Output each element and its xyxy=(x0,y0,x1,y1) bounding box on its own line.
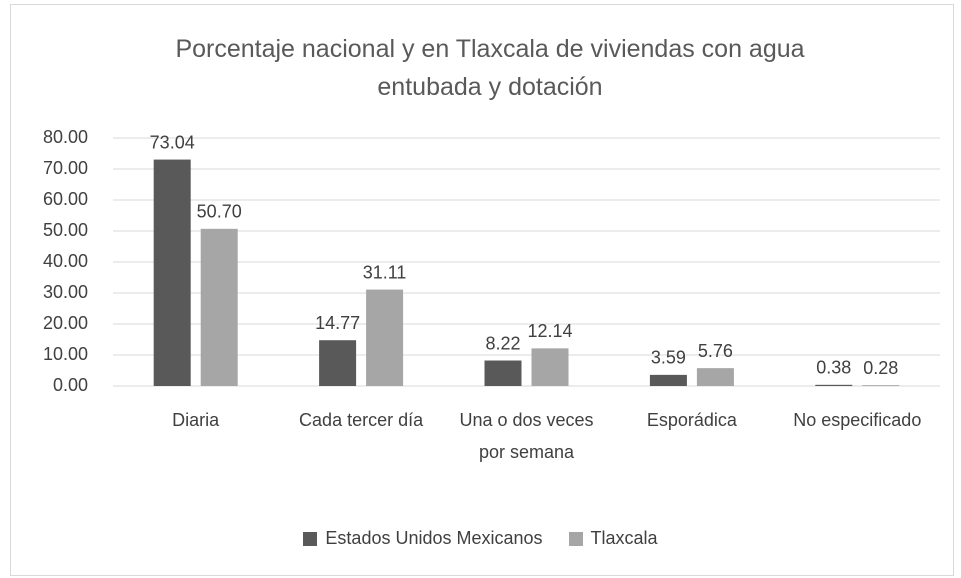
y-tick-label: 20.00 xyxy=(43,313,88,333)
data-label: 50.70 xyxy=(197,202,242,222)
bar xyxy=(200,228,238,386)
bar xyxy=(153,159,191,386)
bar xyxy=(815,384,853,386)
y-tick-label: 30.00 xyxy=(43,282,88,302)
data-label: 73.04 xyxy=(150,132,195,152)
x-tick-label: Esporádica xyxy=(646,410,737,430)
bar xyxy=(696,368,734,386)
legend: Estados Unidos Mexicanos Tlaxcala xyxy=(0,528,961,549)
bar xyxy=(649,374,687,386)
x-tick-label: Cada tercer día xyxy=(299,410,424,430)
legend-item: Tlaxcala xyxy=(568,528,658,549)
bar xyxy=(862,385,900,386)
y-tick-label: 60.00 xyxy=(43,189,88,209)
chart-frame xyxy=(10,4,954,576)
legend-swatch xyxy=(303,531,318,546)
legend-item: Estados Unidos Mexicanos xyxy=(303,528,543,549)
y-tick-label: 70.00 xyxy=(43,158,88,178)
data-label: 12.14 xyxy=(527,321,572,341)
legend-label: Tlaxcala xyxy=(590,528,658,548)
x-tick-label: No especificado xyxy=(793,410,922,430)
x-tick-label: Diaria xyxy=(172,410,220,430)
legend-swatch xyxy=(568,531,583,546)
data-label: 31.11 xyxy=(363,262,407,282)
y-tick-label: 50.00 xyxy=(43,220,88,240)
chart-title: Porcentaje nacional y en Tlaxcala de viv… xyxy=(175,35,805,101)
y-tick-label: 0.00 xyxy=(53,375,88,395)
bar xyxy=(366,289,404,386)
y-tick-label: 40.00 xyxy=(43,251,88,271)
y-tick-label: 10.00 xyxy=(43,344,88,364)
bar xyxy=(484,360,522,386)
legend-label: Estados Unidos Mexicanos xyxy=(325,528,543,548)
bar xyxy=(319,340,357,386)
y-tick-label: 80.00 xyxy=(43,127,88,147)
bar xyxy=(531,348,569,386)
data-label: 0.28 xyxy=(863,358,898,378)
data-label: 0.38 xyxy=(816,358,851,378)
data-label: 14.77 xyxy=(315,313,360,333)
data-label: 5.76 xyxy=(698,341,733,361)
data-label: 3.59 xyxy=(651,348,686,368)
x-tick-label: Una o dos veces por semana xyxy=(459,410,594,462)
data-label: 8.22 xyxy=(485,333,520,353)
